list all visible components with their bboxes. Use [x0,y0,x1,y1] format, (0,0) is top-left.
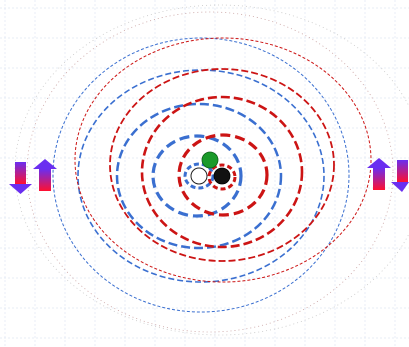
white-dot-icon [190,167,208,185]
arrow-up-icon [33,159,57,191]
blue-ring-set [52,37,350,313]
red-ring-3 [177,133,269,217]
center-sources [190,151,231,185]
red-ring-5 [109,68,335,262]
right-arrow-pair [367,158,409,192]
red-ring-2 [207,163,237,191]
left-arrow-pair [9,159,57,194]
green-dot-icon [201,151,219,169]
black-dot-icon [213,167,231,185]
arrow-down-icon [9,162,32,194]
blue-ring-2 [183,162,215,190]
faint-outer-rings [14,4,409,336]
blue-ring-4 [115,102,283,250]
blue-ring-6 [52,37,350,313]
faint-ring-mid [26,11,394,333]
arrow-down-icon [391,160,409,192]
blue-ring-3 [151,134,243,218]
red-ring-set [74,37,372,283]
blue-ring-5 [77,69,325,283]
red-ring-6 [74,37,372,283]
arrow-up-icon [367,158,391,190]
red-ring-4 [140,95,304,249]
